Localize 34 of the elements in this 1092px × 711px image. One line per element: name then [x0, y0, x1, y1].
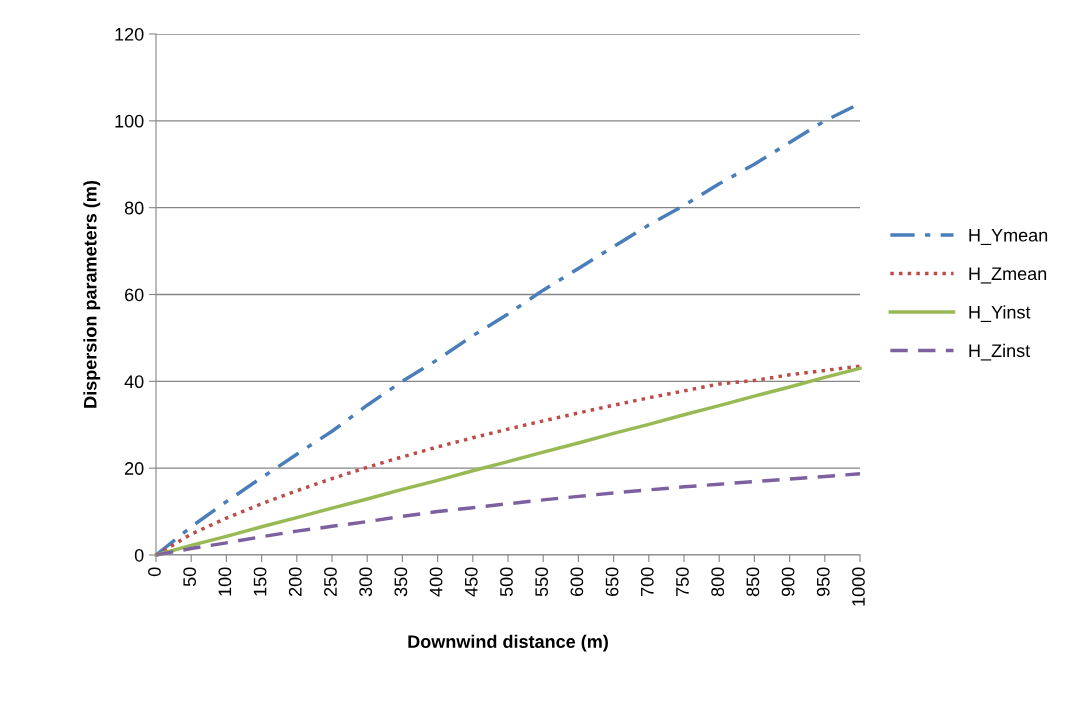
- x-tick-label: 250: [324, 567, 337, 597]
- y-axis-title: Dispersion parameters (m): [83, 181, 101, 408]
- x-tick-label: 800: [711, 567, 725, 597]
- x-axis-title: Downwind distance (m): [408, 634, 608, 652]
- x-tick-label: 550: [535, 567, 549, 597]
- x-tick-label: 750: [676, 567, 689, 596]
- y-tick-label: 120: [115, 27, 144, 41]
- x-tick-label: 700: [640, 567, 654, 596]
- x-tick-label: 950: [816, 567, 830, 597]
- legend-label: H_Zinst: [969, 343, 1031, 361]
- y-tick-label: 20: [125, 462, 144, 475]
- x-tick-label: 600: [570, 567, 584, 597]
- x-tick-label: 400: [429, 567, 443, 597]
- legend-label: H_Ymean: [969, 229, 1048, 246]
- x-tick-label: 450: [464, 567, 478, 597]
- x-tick-label: 50: [183, 567, 197, 587]
- y-tick-label: 40: [124, 375, 144, 389]
- x-tick-label: 0: [148, 567, 161, 577]
- x-tick-label: 150: [253, 567, 267, 596]
- y-tick-label: 80: [124, 201, 144, 215]
- x-tick-label: 850: [746, 567, 760, 597]
- y-tick-label: 0: [134, 548, 144, 562]
- x-tick-label: 900: [781, 567, 795, 597]
- y-tick-label: 60: [125, 288, 144, 302]
- x-tick-label: 350: [394, 567, 408, 597]
- x-tick-label: 100: [218, 567, 232, 596]
- x-tick-label: 650: [605, 567, 619, 597]
- legend-label: H_Zmean: [969, 267, 1047, 284]
- x-tick-label: 1000: [852, 567, 865, 606]
- x-tick-label: 500: [500, 567, 513, 597]
- x-tick-label: 300: [359, 567, 373, 597]
- y-tick-label: 100: [115, 114, 144, 128]
- x-tick-label: 200: [288, 567, 302, 597]
- legend-label: H_Yinst: [969, 305, 1031, 323]
